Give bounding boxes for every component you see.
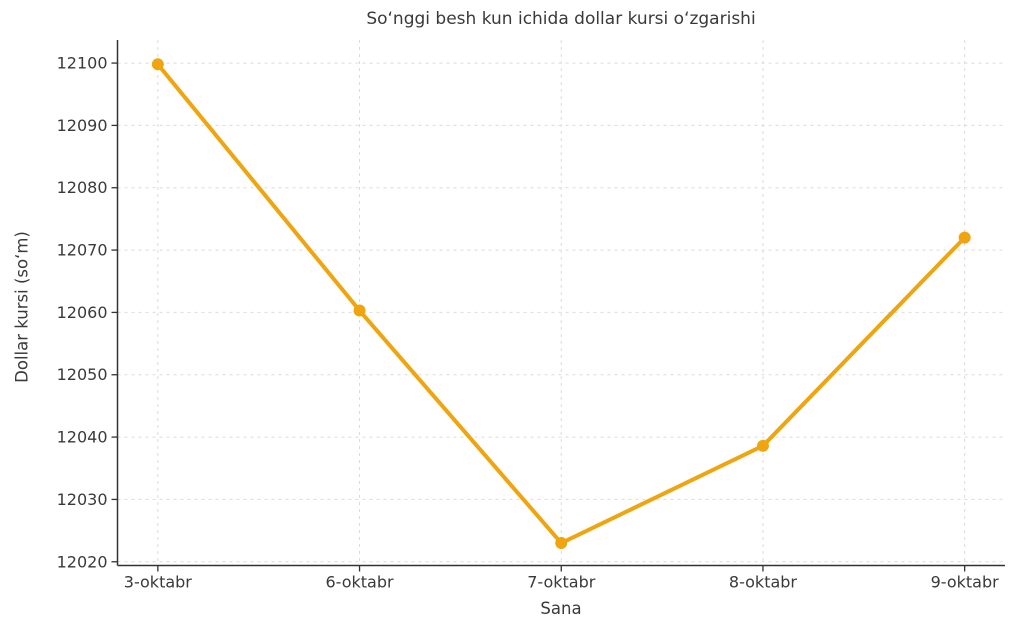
y-tick-label: 12050 [57,365,108,384]
x-tick-label: 3-oktabr [124,573,193,592]
data-point-marker [958,231,971,244]
x-axis-label: Sana [540,599,582,618]
y-tick-label: 12090 [57,116,108,135]
x-tick-label: 8-oktabr [729,573,798,592]
x-tick-label: 7-oktabr [527,573,596,592]
y-tick-label: 12080 [57,178,108,197]
x-tick-label: 9-oktabr [931,573,1000,592]
data-line [155,62,967,546]
y-axis-label: Dollar kursi (so‘m) [12,231,32,383]
data-point-marker [353,304,366,317]
data-point-marker [151,58,164,71]
data-point-marker [555,537,568,550]
y-tick-label: 12020 [57,552,108,571]
data-point-marker [756,439,769,452]
y-tick-label: 12030 [57,490,108,509]
y-tick-label: 12060 [57,303,108,322]
y-tick-label: 12100 [57,54,108,73]
y-tick-label: 12040 [57,428,108,447]
chart-title: So‘nggi besh kun ichida dollar kursi o‘z… [366,9,756,29]
x-tick-label: 6-oktabr [325,573,394,592]
y-tick-label: 12070 [57,241,108,260]
